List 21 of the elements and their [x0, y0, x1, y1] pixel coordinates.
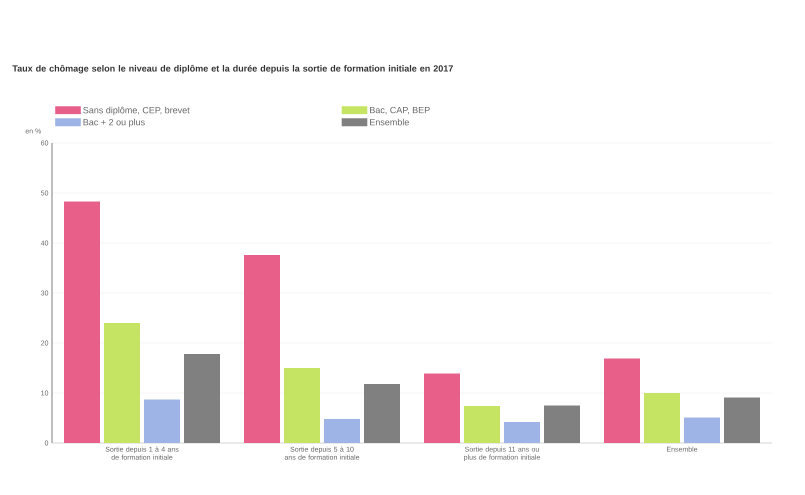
bar: [284, 368, 320, 443]
legend-label: Bac + 2 ou plus: [84, 118, 145, 128]
bar: [464, 406, 500, 443]
bar: [64, 201, 100, 443]
bar: [544, 406, 580, 443]
bar: [604, 358, 640, 443]
legend-label: Bac, CAP, BEP: [370, 106, 430, 114]
bar: [144, 400, 180, 443]
bar: [104, 322, 140, 443]
bar: [644, 393, 680, 443]
bar: [244, 254, 280, 443]
bar: [184, 354, 220, 443]
bar: [364, 384, 400, 443]
bar: [424, 373, 460, 443]
bar: [504, 422, 540, 443]
bar: [724, 397, 760, 443]
chart-title: Taux de chômage selon le niveau de diplôme et la durée depuis la sortie de formation initiale en 2017: [12, 64, 453, 74]
legend-label: Sans diplôme, CEP, brevet: [83, 106, 190, 116]
legend-label: Ensemble: [370, 118, 409, 126]
bar: [684, 418, 720, 443]
bar: [324, 419, 360, 443]
